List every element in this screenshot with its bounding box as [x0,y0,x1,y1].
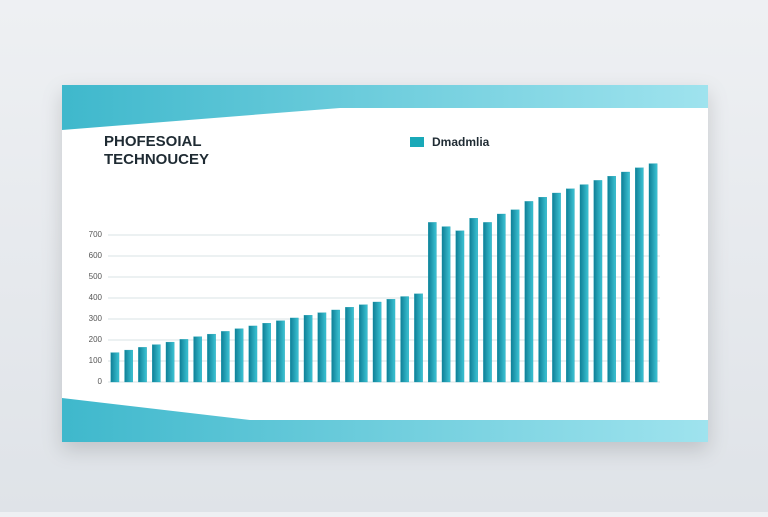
y-tick-label: 600 [89,251,103,260]
y-tick-label: 400 [89,293,103,302]
bar [372,301,382,383]
bar [207,333,216,383]
bar [469,218,478,383]
subtitle: TECHNOUCEY [104,151,209,168]
bar [648,163,658,383]
bar [428,222,437,383]
plot: 0 100 200 300 400 500 600 700 [89,163,660,386]
y-tick-label: 100 [89,356,103,365]
bar [524,201,534,383]
bar [497,213,506,383]
bar [483,222,492,383]
bar [441,226,451,383]
bar [455,230,465,383]
bar [593,180,603,383]
bar [386,299,396,383]
bar [345,307,354,383]
y-tick-label: 700 [89,230,103,239]
y-tick-label: 500 [89,272,103,281]
y-tick-label: 300 [89,314,103,323]
y-tick-label: 0 [98,377,103,386]
bar [331,309,340,383]
bar [221,331,230,383]
bar [579,184,589,383]
bar [359,304,368,383]
bar [538,197,547,383]
bar [635,167,644,383]
bar [552,192,561,383]
bar [290,317,299,383]
title: PHOFESOIAL [104,133,202,150]
bar [193,336,202,383]
y-tick-label: 200 [89,335,103,344]
bar [152,344,161,383]
bar [400,296,409,383]
legend-swatch [410,137,424,147]
bar [510,209,520,383]
bar [621,171,630,383]
bar [234,328,244,383]
bar [248,325,258,383]
bar [179,339,189,383]
bar [124,349,133,383]
bar [414,293,423,383]
top-band [62,85,708,130]
bar [276,320,285,383]
legend-label: Dmadmlia [432,135,490,149]
bar [110,352,120,383]
bar [317,312,327,383]
bottom-band [62,398,708,442]
bar [138,347,147,383]
bar [262,323,271,383]
bar [566,188,575,383]
bar [165,341,175,383]
bar [607,176,616,383]
bar [303,315,313,383]
